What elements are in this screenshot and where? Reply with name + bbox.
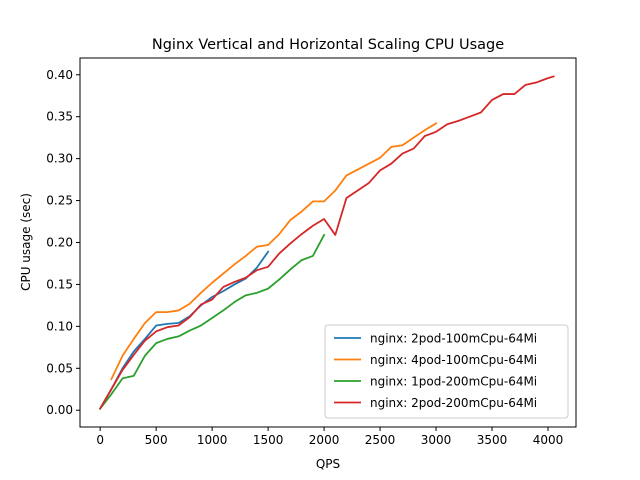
- y-tick-label: 0.30: [46, 152, 73, 166]
- x-tick-label: 2500: [365, 433, 396, 447]
- y-axis-title: CPU usage (sec): [19, 193, 33, 291]
- y-tick-label: 0.00: [46, 403, 73, 417]
- y-tick-label: 0.35: [46, 110, 73, 124]
- x-tick-label: 4000: [533, 433, 564, 447]
- x-tick-label: 3500: [477, 433, 508, 447]
- legend-box: [324, 324, 569, 419]
- x-tick-label: 1500: [253, 433, 284, 447]
- x-tick-label: 2000: [309, 433, 340, 447]
- plot-area: 0 500 1000 1500 2000 2500 3000 3500 4000 0.00 0.05…: [46, 57, 577, 447]
- legend-label-2: nginx: 4pod-100mCpu-64Mi: [370, 353, 537, 367]
- y-tick-label: 0.15: [46, 277, 73, 291]
- series-line-4: [98, 75, 555, 410]
- x-tick-label: 0: [96, 433, 104, 447]
- series-line-3: [98, 233, 326, 410]
- legend-label-3: nginx: 1pod-200mCpu-64Mi: [370, 375, 537, 389]
- legend-label-1: nginx: 2pod-100mCpu-64Mi: [370, 332, 537, 346]
- x-tick-label: 1000: [197, 433, 228, 447]
- y-tick-label: 0.05: [46, 361, 73, 375]
- x-axis-title: QPS: [316, 457, 340, 471]
- y-tick-label: 0.25: [46, 194, 73, 208]
- y-tick-label: 0.20: [46, 236, 73, 250]
- series-line-2: [110, 122, 438, 381]
- chart-title: Nginx Vertical and Horizontal Scaling CP…: [152, 37, 504, 53]
- x-tick-label: 500: [145, 433, 168, 447]
- y-tick-label: 0.40: [46, 68, 73, 82]
- y-tick-label: 0.10: [46, 319, 73, 333]
- series-line-1: [98, 250, 270, 410]
- legend-label-4: nginx: 2pod-200mCpu-64Mi: [370, 396, 537, 410]
- x-tick-label: 3000: [421, 433, 452, 447]
